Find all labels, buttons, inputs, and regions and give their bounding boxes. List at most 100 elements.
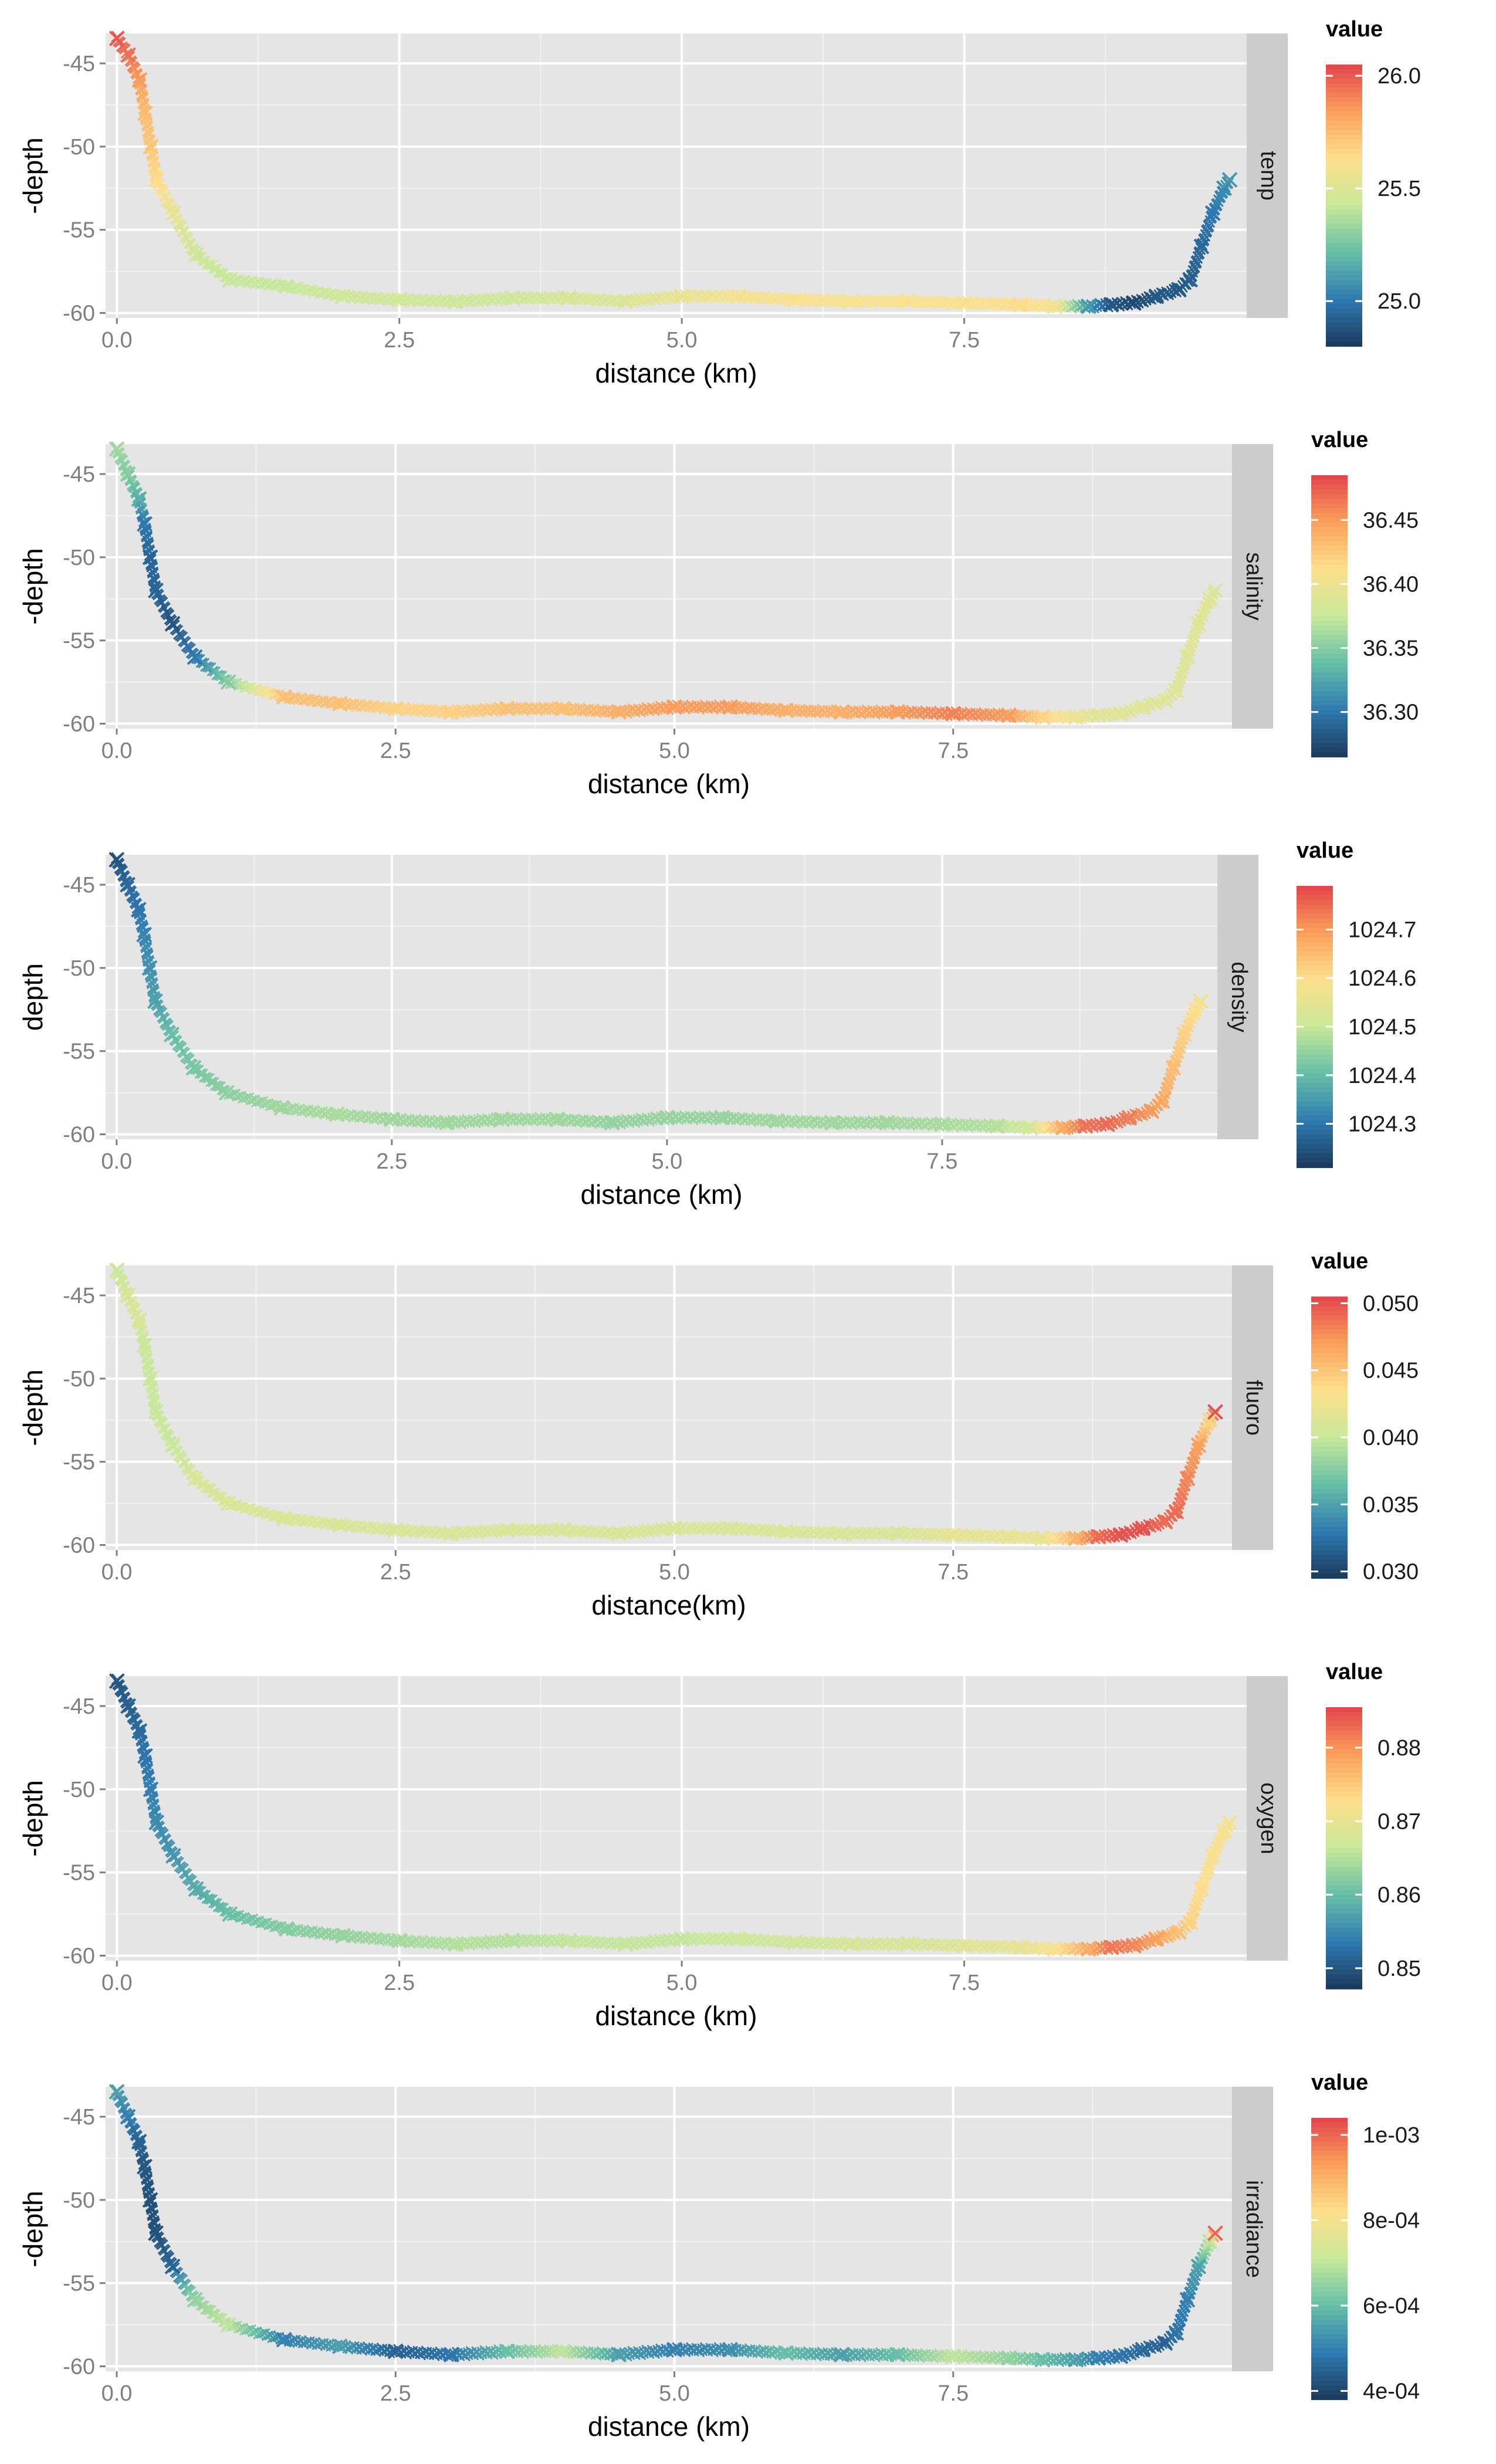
colorbar-segment [1326, 295, 1362, 300]
colorbar-segment [1311, 1522, 1348, 1527]
legend-tick-label: 36.30 [1363, 700, 1419, 725]
y-tick-label: -55 [63, 1861, 95, 1886]
colorbar-segment [1297, 966, 1333, 971]
y-tick-label: -45 [63, 462, 95, 487]
data-point [113, 448, 125, 459]
colorbar-segment [1297, 1031, 1333, 1037]
data-point [136, 505, 147, 515]
colorbar-segment [1326, 88, 1362, 93]
colorbar-segment [1311, 668, 1348, 673]
legend-title: value [1311, 428, 1368, 452]
colorbar-segment [1326, 196, 1362, 201]
data-point [787, 292, 803, 308]
data-point [255, 279, 267, 290]
data-track [109, 441, 1223, 725]
data-point [673, 288, 690, 304]
data-point [429, 707, 441, 717]
colorbar-segment [1311, 1376, 1348, 1382]
y-axis-title: -depth [18, 1780, 48, 1856]
colorbar-segment [1311, 1297, 1348, 1302]
data-point [597, 296, 608, 306]
facet-label: temp [1256, 151, 1281, 200]
colorbar-segment [1311, 1409, 1348, 1414]
data-point [1066, 302, 1078, 313]
y-tick-label: -55 [63, 218, 95, 243]
colorbar-segment [1297, 1045, 1333, 1051]
colorbar-segment [1311, 564, 1348, 570]
colorbar-segment [1297, 1092, 1333, 1098]
legend-tick-label: 0.050 [1363, 1291, 1419, 1316]
colorbar-segment [1326, 83, 1362, 89]
colorbar-segment [1326, 79, 1362, 84]
data-point [188, 246, 204, 263]
colorbar-segment [1297, 947, 1333, 952]
colorbar-segment [1326, 102, 1362, 107]
colorbar-segment [1311, 1555, 1348, 1560]
colorbar-segment [1326, 318, 1362, 323]
colorbar-segment [1326, 252, 1362, 258]
colorbar-segment [1297, 1088, 1333, 1093]
colorbar-segment [1326, 158, 1362, 164]
colorbar-segment [1311, 1329, 1348, 1335]
data-point [401, 705, 412, 716]
colorbar-segment [1311, 1315, 1348, 1321]
colorbar-segment [1311, 1494, 1348, 1499]
data-point [178, 227, 190, 238]
data-point [1191, 256, 1203, 267]
x-tick-label: 7.5 [949, 328, 980, 353]
data-point [786, 294, 798, 304]
colorbar-segment [1311, 625, 1348, 631]
data-point [716, 292, 727, 303]
colorbar-segment [1297, 1003, 1333, 1008]
colorbar-segment [1311, 1395, 1348, 1400]
data-point [865, 297, 877, 308]
colorbar-segment [1297, 1125, 1333, 1131]
colorbar-segment [1297, 1135, 1333, 1140]
data-point [131, 488, 143, 499]
colorbar-segment [1297, 923, 1333, 929]
x-tick-label: 5.0 [659, 739, 690, 763]
colorbar-segment [1311, 738, 1348, 743]
data-point [1182, 272, 1199, 288]
colorbar-segment [1311, 1461, 1348, 1466]
legend-title: value [1326, 17, 1383, 42]
colorbar-segment [1326, 130, 1362, 136]
colorbar-segment [1311, 1358, 1348, 1363]
colorbar-segment [1311, 715, 1348, 720]
data-point [673, 292, 685, 302]
colorbar-segment [1326, 163, 1362, 168]
colorbar-segment [1297, 989, 1333, 994]
colorbar-segment [1311, 475, 1348, 480]
data-point [117, 455, 128, 466]
colorbar-segment [1297, 1102, 1333, 1107]
data-point [843, 293, 859, 310]
colorbar-segment [1297, 1144, 1333, 1149]
colorbar-segment [1311, 1564, 1348, 1569]
colorbar-segment [1311, 499, 1348, 504]
data-point [1193, 238, 1210, 255]
x-tick-label: 2.5 [384, 1971, 415, 1995]
panel-fluoro: 0.0 2.5 5.0 7.5-45-50-55-60fluorodistance(k… [18, 1249, 1419, 1620]
colorbar-segment [1297, 886, 1333, 891]
data-point [334, 288, 351, 304]
data-point [314, 288, 326, 299]
data-point [617, 293, 634, 310]
colorbar-segment [1311, 691, 1348, 696]
data-point [208, 263, 220, 274]
colorbar-segment [1326, 309, 1362, 314]
data-point [374, 295, 385, 305]
facet-label: salinity [1241, 552, 1266, 620]
plot-background [106, 1265, 1232, 1550]
colorbar-segment [1311, 743, 1348, 748]
colorbar-segment [1311, 1334, 1348, 1339]
data-point [171, 215, 183, 225]
facet-strip [1232, 444, 1273, 729]
data-point [213, 268, 225, 278]
colorbar-segment [1311, 597, 1348, 603]
data-point [1013, 296, 1029, 313]
data-point [746, 293, 758, 304]
colorbar-segment [1326, 154, 1362, 159]
colorbar-segment [1311, 1498, 1348, 1504]
